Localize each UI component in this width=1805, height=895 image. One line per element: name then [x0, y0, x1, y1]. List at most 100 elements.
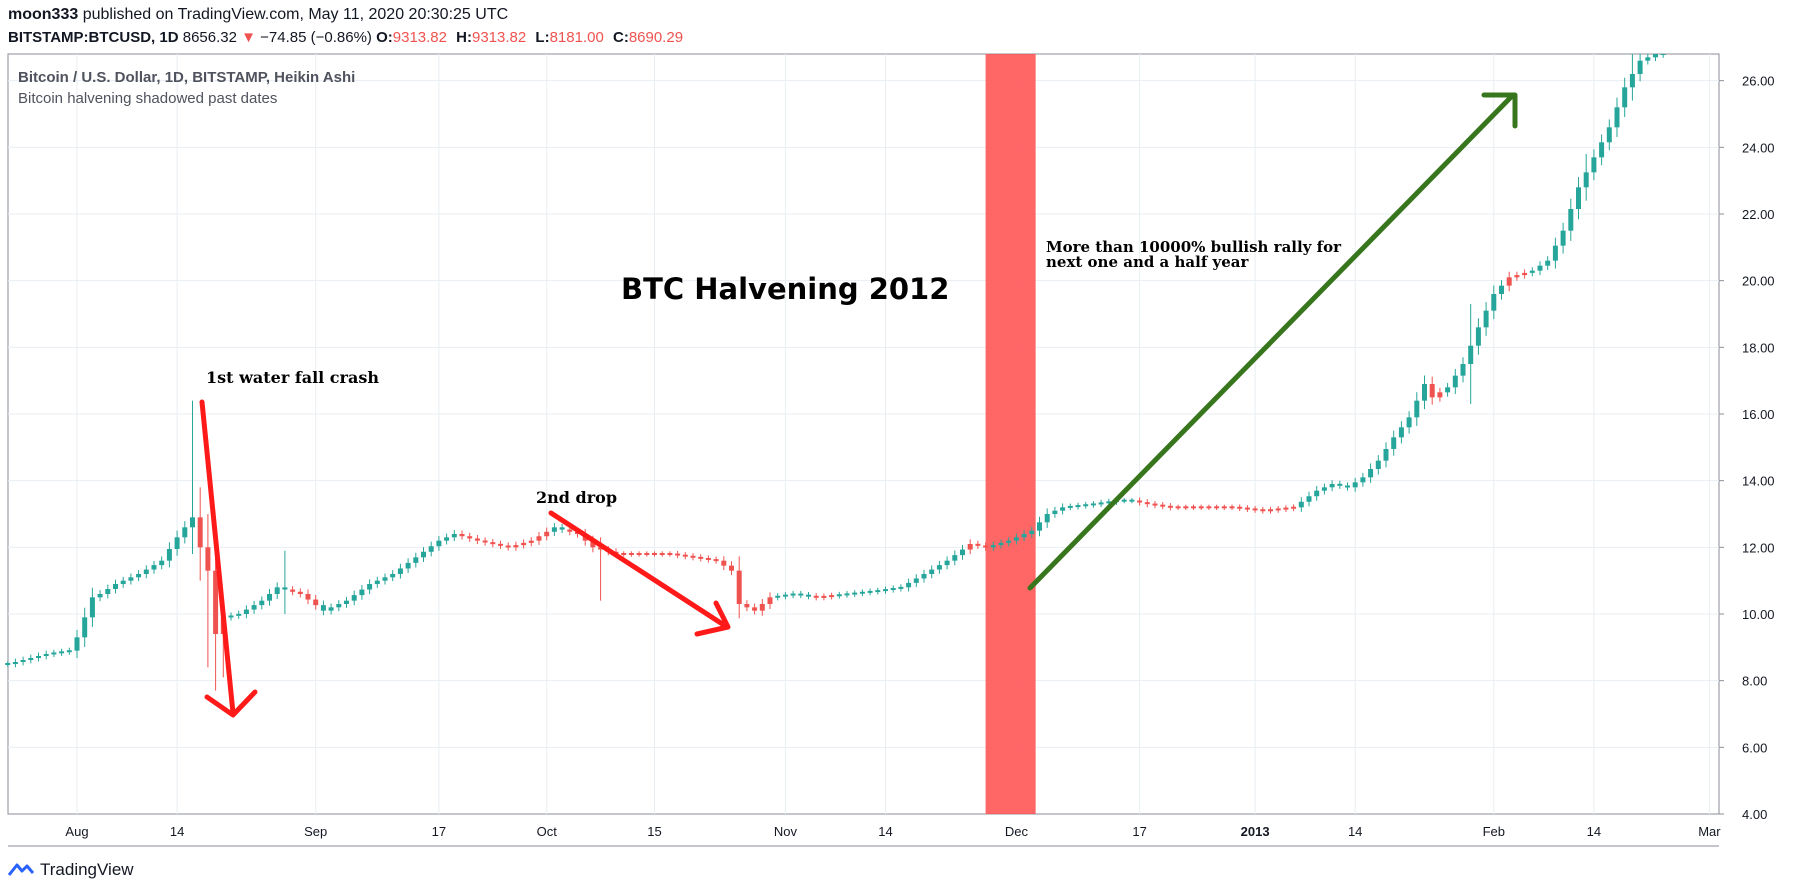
- candle-body: [1106, 501, 1112, 504]
- price-tick-label: 12.00: [1742, 540, 1775, 555]
- candle-body: [498, 543, 503, 546]
- candle-body: [705, 558, 711, 560]
- close-value: 8690.29: [628, 29, 684, 46]
- candle-body: [998, 542, 1004, 546]
- candle-body: [659, 553, 665, 555]
- candle-body: [1098, 502, 1104, 505]
- close-label: C:: [612, 29, 629, 46]
- tradingview-brand: TradingView: [40, 860, 134, 879]
- candle-body: [1268, 509, 1273, 512]
- candle-body: [367, 584, 373, 590]
- candle-body: [205, 547, 211, 571]
- low-label: L:: [535, 29, 550, 46]
- candle-body: [1306, 496, 1312, 502]
- candle-body: [374, 580, 380, 584]
- candle-body: [1560, 230, 1566, 246]
- time-tick-label: Sep: [304, 824, 327, 839]
- candle-body: [1537, 265, 1543, 271]
- candle-body: [259, 600, 265, 606]
- price-axis[interactable]: 4.00 6.00 8.00 10.00 12.00 14.00 16.00 18.00 20.…: [1719, 74, 1775, 822]
- candle-body: [12, 662, 18, 664]
- candle-body: [1653, 54, 1658, 58]
- candle-body: [382, 577, 388, 581]
- chart-title: Bitcoin / U.S. Dollar, 1D, BITSTAMP, Hei…: [18, 69, 355, 86]
- candle-body: [1614, 107, 1620, 128]
- candle-body: [305, 594, 311, 600]
- last-price: 8656.32: [182, 29, 237, 46]
- candle-body: [1160, 504, 1166, 507]
- candle-body: [1552, 245, 1558, 261]
- candle-body: [1475, 327, 1481, 346]
- time-axis[interactable]: Aug 14 Sep 17 Oct 15 Nov 14 Dec 17 2013 14 Feb 14 Mar: [65, 824, 1721, 839]
- candle-body: [1506, 277, 1512, 286]
- tradingview-footer[interactable]: TradingView: [8, 860, 134, 880]
- candle-body: [559, 527, 565, 530]
- time-tick-label: 14: [170, 824, 184, 839]
- candle-body: [544, 531, 550, 537]
- crash-arrow-shaft: [199, 399, 236, 716]
- candle-body: [1244, 507, 1250, 510]
- rally-arrow-shaft: [1027, 92, 1516, 591]
- candle-body: [1383, 449, 1389, 461]
- candle-body: [1006, 540, 1012, 543]
- candle-body: [97, 594, 103, 598]
- time-tick-label: Aug: [65, 824, 88, 839]
- candle-body: [644, 553, 650, 555]
- crash-arrow-head: [204, 689, 258, 718]
- candle-body: [105, 589, 111, 594]
- symbol-label[interactable]: BITSTAMP:BTCUSD, 1D: [8, 29, 179, 46]
- low-value: 8181.00: [549, 29, 604, 46]
- candle-body: [875, 590, 881, 593]
- candle-body: [1214, 506, 1220, 509]
- candle-body: [89, 597, 95, 618]
- candle-body: [1352, 482, 1358, 488]
- candle-body: [1298, 501, 1304, 508]
- candle-body: [297, 591, 303, 594]
- candle-body: [1152, 503, 1158, 506]
- candle-body: [228, 615, 234, 618]
- candle-body: [1429, 384, 1435, 398]
- crash-arrow: [199, 399, 258, 718]
- candle-body: [236, 613, 242, 616]
- price-change: −74.85 (−0.86%): [260, 29, 372, 46]
- candle-body: [1422, 384, 1427, 401]
- candle-body: [5, 663, 11, 665]
- time-tick-label: Nov: [774, 824, 798, 839]
- publish-info: moon333 published on TradingView.com, Ma…: [8, 6, 508, 24]
- candle-body: [652, 553, 657, 555]
- candle-body: [898, 586, 904, 589]
- candle-body: [213, 570, 219, 634]
- candle-body: [829, 595, 835, 598]
- candle-body: [51, 652, 57, 655]
- candle-body: [690, 555, 696, 558]
- candle-body: [1260, 509, 1266, 512]
- candle-body: [82, 617, 88, 638]
- candle-body: [682, 554, 688, 557]
- halvening-label: BTC Halvening 2012: [621, 272, 949, 306]
- time-tick-label: Mar: [1698, 824, 1721, 839]
- candle-body: [320, 605, 326, 611]
- candle-body: [759, 604, 765, 611]
- candle-body: [1437, 392, 1443, 398]
- candle-body: [867, 590, 873, 593]
- candle-body: [421, 551, 426, 558]
- candle-body: [598, 547, 604, 550]
- price-tick-label: 18.00: [1742, 340, 1775, 355]
- candle-body: [1606, 127, 1612, 143]
- candle-body: [528, 540, 534, 543]
- time-tick-label: 17: [1132, 824, 1146, 839]
- candle-body: [166, 549, 172, 561]
- candle-body: [513, 545, 519, 548]
- legend-bar: BITSTAMP:BTCUSD, 1D 8656.32 ▼ −74.85 (−0…: [8, 29, 688, 46]
- candle-body: [282, 587, 288, 590]
- candle-body: [459, 534, 465, 537]
- time-tick-label: Dec: [1005, 824, 1029, 839]
- time-tick-label: 14: [878, 824, 892, 839]
- time-tick-label: Oct: [537, 824, 558, 839]
- candle-body: [1060, 507, 1066, 511]
- candle-body: [698, 556, 704, 559]
- author-name[interactable]: moon333: [8, 6, 79, 23]
- candle-body: [1329, 484, 1335, 488]
- candle-body: [590, 540, 596, 548]
